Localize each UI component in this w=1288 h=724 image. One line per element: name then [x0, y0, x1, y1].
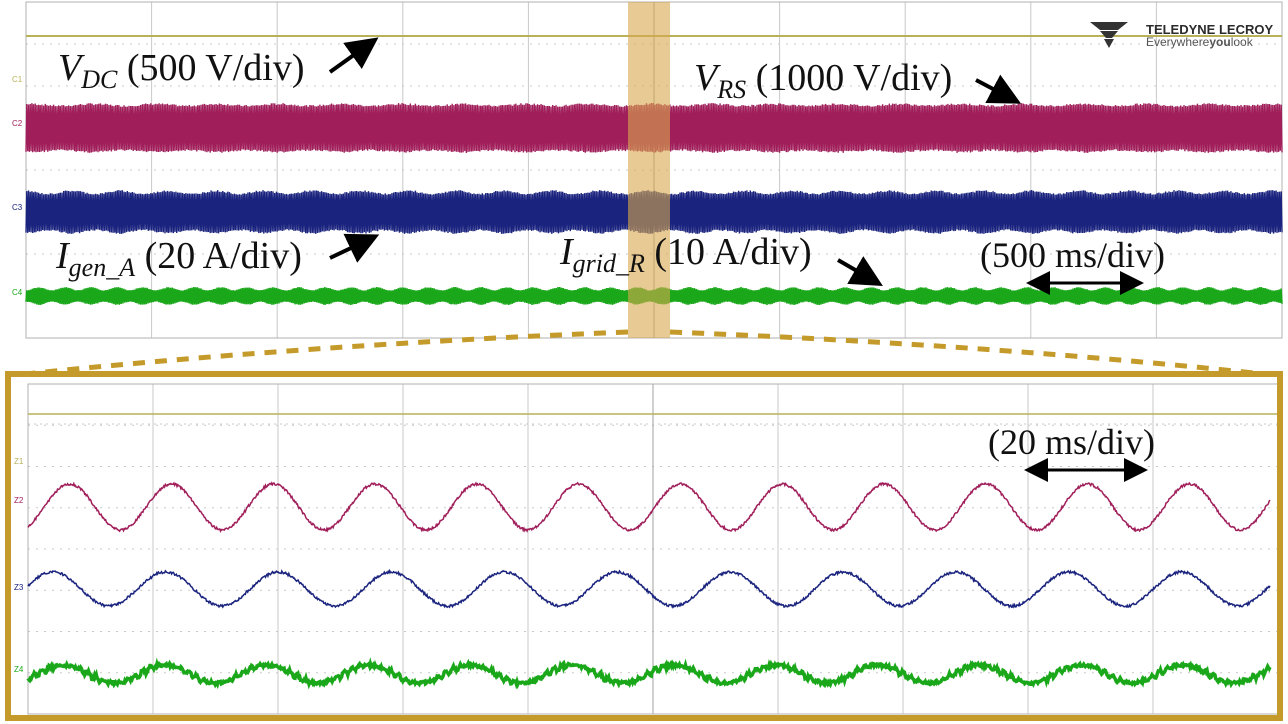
teledyne-lecroy-logo: TELEDYNE LECROY Everywhereyoulook	[1090, 22, 1273, 49]
annotation-igen: Igen_A (20 A/div)	[55, 233, 380, 282]
annotation-vrs-label: VRS (1000 V/div)	[694, 57, 952, 104]
annotation-vdc: VDC (500 V/div)	[58, 37, 379, 94]
arrow-igrid	[836, 256, 883, 287]
channel-label-z2: Z2	[14, 496, 24, 505]
annotation-igen-label: Igen_A (20 A/div)	[55, 235, 302, 282]
zoom-panel-background	[8, 374, 1280, 718]
channel-label-z4: Z4	[14, 665, 24, 674]
timebase-main-label: (500 ms/div)	[980, 235, 1165, 275]
main-panel: C1 C2 C3 C4	[12, 1, 1283, 339]
annotation-vrs: VRS (1000 V/div)	[694, 57, 1022, 104]
trace-z2-vrs	[27, 481, 1271, 533]
annotation-vdc-label: VDC (500 V/div)	[58, 47, 305, 94]
zoom-channel-labels: Z1 Z2 Z3 Z4	[14, 457, 24, 674]
arrow-vdc	[328, 37, 379, 74]
main-channel-labels: C1 C2 C3 C4	[12, 75, 23, 297]
annotation-timebase-zoom: (20 ms/div)	[988, 422, 1155, 482]
zoom-connector-right	[669, 329, 1283, 379]
zoom-connector	[5, 329, 1283, 379]
zoom-panel: Z1 Z2 Z3 Z4	[5, 371, 1283, 721]
channel-label-z3: Z3	[14, 583, 24, 592]
channel-label-c1: C1	[12, 75, 23, 84]
teledyne-logo-icon	[1090, 22, 1128, 48]
arrow-vrs	[975, 74, 1022, 104]
channel-label-c2: C2	[12, 119, 23, 128]
annotation-igrid: Igrid_R (10 A/div)	[559, 231, 883, 287]
zoom-panel-frame	[5, 371, 1283, 721]
channel-label-z1: Z1	[14, 457, 24, 466]
channel-label-c4: C4	[12, 288, 23, 297]
arrow-igen	[329, 233, 380, 263]
trace-z4-igrid	[26, 657, 1272, 690]
channel-label-c3: C3	[12, 203, 23, 212]
annotation-timebase-main: (500 ms/div)	[980, 235, 1165, 295]
zoom-highlight-band	[628, 2, 670, 338]
trace-z3-igen	[27, 568, 1271, 609]
zoom-connector-left	[5, 329, 629, 379]
logo-brand-name: TELEDYNE LECROY	[1146, 22, 1273, 37]
zoom-traces	[26, 413, 1278, 690]
logo-tagline: Everywhereyoulook	[1146, 35, 1254, 49]
annotation-igrid-label: Igrid_R (10 A/div)	[559, 231, 812, 278]
timebase-zoom-label: (20 ms/div)	[988, 422, 1155, 462]
